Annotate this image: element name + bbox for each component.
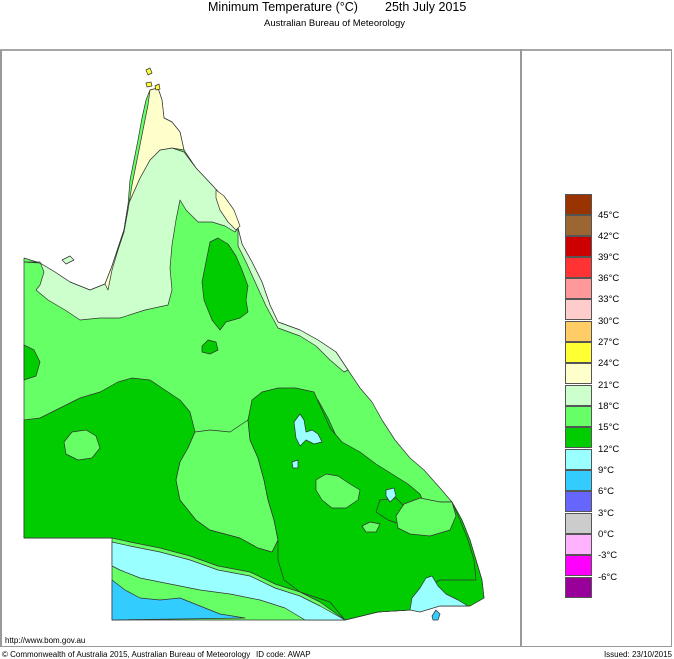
gulf-island <box>61 255 75 265</box>
id-code: ID code: AWAP <box>256 650 311 659</box>
zone-15c-west-pocket <box>63 429 101 461</box>
legend-label: 33°C <box>598 294 620 305</box>
map-date: 25th July 2015 <box>385 0 467 14</box>
legend-label: 21°C <box>598 380 620 391</box>
legend-label: 3°C <box>598 508 614 519</box>
zone-9c-lake-2 <box>291 459 299 469</box>
zone-6c-small <box>431 609 441 621</box>
issued-date: Issued: 23/10/2015 <box>603 650 672 659</box>
legend-swatch <box>565 385 592 406</box>
legend-label: -3°C <box>598 550 618 561</box>
zone-12c-west-lobe <box>23 344 41 381</box>
zone-6c-south <box>111 579 246 621</box>
legend-label: 15°C <box>598 422 620 433</box>
legend-swatch <box>565 299 592 320</box>
torres-island-1 <box>145 67 153 76</box>
legend-swatch <box>565 491 592 512</box>
map-frame <box>0 49 672 647</box>
legend-swatch <box>565 406 592 427</box>
zone-21c-cape-york <box>104 87 185 291</box>
legend-swatch <box>565 555 592 576</box>
torres-island-2 <box>145 81 153 88</box>
legend-label: 24°C <box>598 358 620 369</box>
zone-18c-coast-strip <box>237 227 349 373</box>
legend-label: 27°C <box>598 337 620 348</box>
zone-9c-south-band <box>111 541 346 621</box>
legend-swatch <box>565 215 592 236</box>
frame-divider <box>520 49 522 647</box>
source-url[interactable]: http://www.bom.gov.au <box>5 636 86 645</box>
legend-label: 18°C <box>598 401 620 412</box>
legend-label: 6°C <box>598 486 614 497</box>
legend-swatch <box>565 470 592 491</box>
legend-label: 39°C <box>598 252 620 263</box>
legend-swatch <box>565 449 592 470</box>
zone-9c-southeast <box>409 575 469 613</box>
legend-label: -6°C <box>598 572 618 583</box>
legend-swatch <box>565 363 592 384</box>
zone-12c-north-lobe <box>201 237 249 331</box>
copyright-text: © Commonwealth of Australia 2015, Austra… <box>2 650 251 659</box>
chart-header: Minimum Temperature (°C) 25th July 2015 <box>0 0 674 16</box>
legend-swatch <box>565 321 592 342</box>
legend-label: 36°C <box>598 273 620 284</box>
legend-swatch <box>565 577 592 598</box>
legend-label: 12°C <box>598 444 620 455</box>
legend-swatch <box>565 278 592 299</box>
legend-label: 9°C <box>598 465 614 476</box>
map-title: Minimum Temperature (°C) <box>208 0 358 14</box>
legend-swatch <box>565 513 592 534</box>
legend-label: 0°C <box>598 529 614 540</box>
zone-15c-east-island-1 <box>315 473 361 509</box>
zone-15c-east-island-2 <box>395 497 457 537</box>
legend-swatch <box>565 342 592 363</box>
zone-21c-east-coast <box>215 189 241 231</box>
legend-swatch <box>565 257 592 278</box>
legend-swatch <box>565 194 592 215</box>
zone-12c-small-patch <box>201 339 219 355</box>
legend-label: 42°C <box>598 231 620 242</box>
legend-label: 30°C <box>598 316 620 327</box>
zone-15c-east-island-3 <box>361 521 381 533</box>
torres-island-3 <box>154 83 161 91</box>
legend-swatch <box>565 427 592 448</box>
zone-9c-lake-3 <box>385 487 397 503</box>
legend-swatch <box>565 534 592 555</box>
legend-swatch <box>565 236 592 257</box>
legend-label: 45°C <box>598 210 620 221</box>
zone-9c-lake-1 <box>293 413 323 447</box>
map-subtitle: Australian Bureau of Meteorology <box>264 18 405 29</box>
